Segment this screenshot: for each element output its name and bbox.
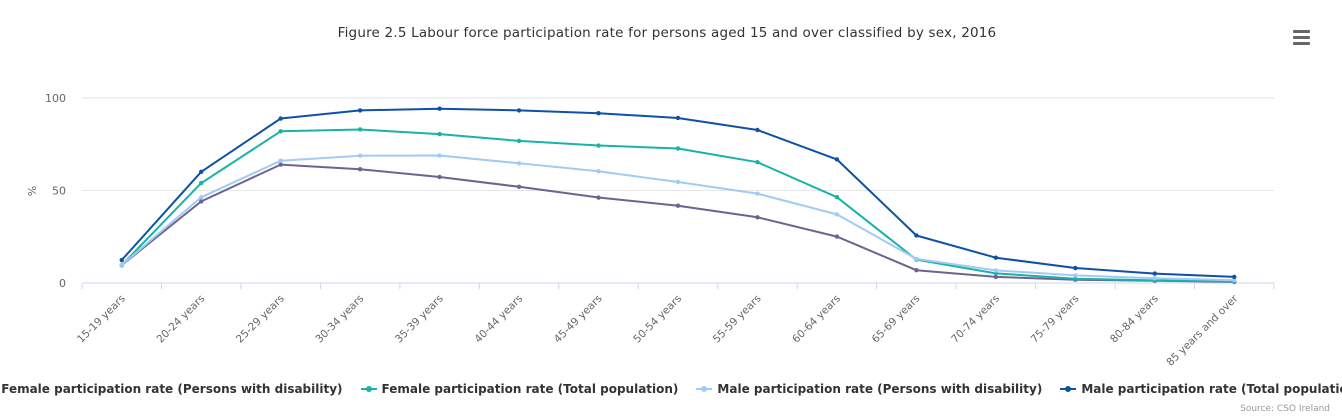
x-tick-label: 55-59 years bbox=[711, 293, 764, 346]
hamburger-menu-icon[interactable] bbox=[1292, 30, 1312, 48]
data-point[interactable] bbox=[834, 212, 840, 217]
data-point[interactable] bbox=[834, 157, 840, 162]
data-point[interactable] bbox=[1073, 276, 1078, 281]
legend-label: Female participation rate (Total populat… bbox=[381, 382, 679, 396]
legend-label: Female participation rate (Persons with … bbox=[1, 382, 343, 396]
data-point[interactable] bbox=[1152, 271, 1158, 276]
x-tick-label: 25-29 years bbox=[234, 293, 287, 346]
series-layer bbox=[119, 106, 1237, 285]
legend-item-female-total[interactable]: Female participation rate (Total populat… bbox=[360, 382, 679, 396]
data-point[interactable] bbox=[755, 215, 760, 220]
data-point[interactable] bbox=[1073, 273, 1078, 278]
data-point[interactable] bbox=[437, 106, 442, 111]
data-point[interactable] bbox=[675, 115, 681, 121]
data-point[interactable] bbox=[357, 108, 363, 113]
data-point[interactable] bbox=[278, 158, 283, 163]
data-point[interactable] bbox=[119, 262, 124, 268]
x-tick-label: 40-44 years bbox=[472, 293, 525, 346]
series-line[interactable] bbox=[120, 154, 1236, 282]
grid-lines bbox=[82, 97, 1274, 284]
data-point[interactable] bbox=[834, 234, 840, 239]
data-point[interactable] bbox=[437, 153, 442, 158]
data-point[interactable] bbox=[1232, 274, 1237, 280]
y-axis: 0 50 100% bbox=[26, 92, 66, 290]
x-tick-label: 75-79 years bbox=[1029, 293, 1082, 346]
data-point[interactable] bbox=[596, 110, 601, 116]
data-point[interactable] bbox=[596, 169, 601, 174]
data-point[interactable] bbox=[914, 268, 919, 273]
legend-swatch bbox=[1060, 383, 1077, 395]
x-tick-label: 15-19 years bbox=[75, 293, 128, 346]
data-point[interactable] bbox=[1152, 275, 1158, 281]
data-point[interactable] bbox=[516, 184, 522, 189]
data-point[interactable] bbox=[199, 195, 204, 200]
y-tick-label: 100 bbox=[45, 92, 66, 105]
data-point[interactable] bbox=[437, 131, 442, 137]
data-point[interactable] bbox=[199, 169, 204, 175]
legend-item-female-disability[interactable]: Female participation rate (Persons with … bbox=[0, 382, 343, 396]
data-point[interactable] bbox=[199, 199, 204, 204]
x-tick-label: 65-69 years bbox=[870, 293, 923, 346]
data-point[interactable] bbox=[357, 153, 363, 158]
x-axis: 15-19 years 20-24 years 25-29 years 30-34 y… bbox=[75, 283, 1275, 369]
x-tick-label: 20-24 years bbox=[154, 293, 207, 346]
data-point[interactable] bbox=[675, 203, 681, 208]
data-point[interactable] bbox=[357, 167, 363, 172]
x-tick-label: 30-34 years bbox=[313, 293, 366, 346]
legend-item-male-disability[interactable]: Male participation rate (Persons with di… bbox=[696, 382, 1042, 396]
data-point[interactable] bbox=[675, 146, 681, 151]
x-tick-label: 85 years and over bbox=[1164, 292, 1240, 368]
legend-swatch bbox=[696, 383, 713, 395]
data-point[interactable] bbox=[755, 191, 760, 196]
x-tick-label: 50-54 years bbox=[631, 293, 684, 346]
series-group bbox=[119, 106, 1237, 280]
data-point[interactable] bbox=[278, 116, 283, 121]
x-tick-label: 35-39 years bbox=[393, 293, 446, 346]
x-tick-label: 60-64 years bbox=[790, 293, 843, 346]
data-point[interactable] bbox=[914, 233, 919, 238]
chart-title: Figure 2.5 Labour force participation ra… bbox=[337, 25, 997, 41]
legend-label: Male participation rate (Persons with di… bbox=[717, 382, 1043, 396]
data-point[interactable] bbox=[278, 129, 283, 134]
data-point[interactable] bbox=[755, 159, 760, 165]
x-tick-label: 70-74 years bbox=[949, 293, 1002, 346]
data-point[interactable] bbox=[596, 195, 601, 200]
legend-label: Male participation rate (Total populatio… bbox=[1081, 382, 1342, 396]
y-tick-label: 50 bbox=[52, 185, 66, 198]
y-axis-title: % bbox=[26, 186, 39, 196]
series-group bbox=[119, 153, 1237, 283]
data-point[interactable] bbox=[596, 143, 601, 148]
data-point[interactable] bbox=[278, 162, 283, 167]
data-point[interactable] bbox=[755, 127, 760, 133]
line-chart: 0 50 100% 15-19 years 20-24 years 25-29 year… bbox=[26, 92, 1275, 369]
data-point[interactable] bbox=[437, 174, 442, 180]
y-tick-label: 0 bbox=[59, 277, 66, 290]
x-tick-label: 80-84 years bbox=[1108, 293, 1161, 346]
data-point[interactable] bbox=[516, 108, 522, 113]
data-point[interactable] bbox=[1232, 278, 1237, 283]
legend: Female participation rate (Persons with … bbox=[0, 382, 1342, 396]
source-credit[interactable]: Source: CSO Ireland bbox=[1240, 404, 1330, 414]
data-point[interactable] bbox=[119, 257, 124, 263]
data-point[interactable] bbox=[834, 194, 840, 200]
data-point[interactable] bbox=[914, 256, 919, 262]
series-line[interactable] bbox=[120, 107, 1236, 278]
data-point[interactable] bbox=[993, 255, 999, 260]
x-tick-label: 45-49 years bbox=[552, 293, 605, 346]
data-point[interactable] bbox=[675, 179, 681, 185]
data-point[interactable] bbox=[516, 138, 522, 144]
legend-item-male-total[interactable]: Male participation rate (Total populatio… bbox=[1060, 382, 1342, 396]
data-point[interactable] bbox=[516, 161, 522, 166]
data-point[interactable] bbox=[199, 180, 204, 186]
data-point[interactable] bbox=[993, 274, 999, 280]
data-point[interactable] bbox=[357, 127, 363, 132]
data-point[interactable] bbox=[993, 268, 999, 273]
legend-swatch bbox=[360, 383, 377, 395]
data-point[interactable] bbox=[1073, 265, 1078, 271]
